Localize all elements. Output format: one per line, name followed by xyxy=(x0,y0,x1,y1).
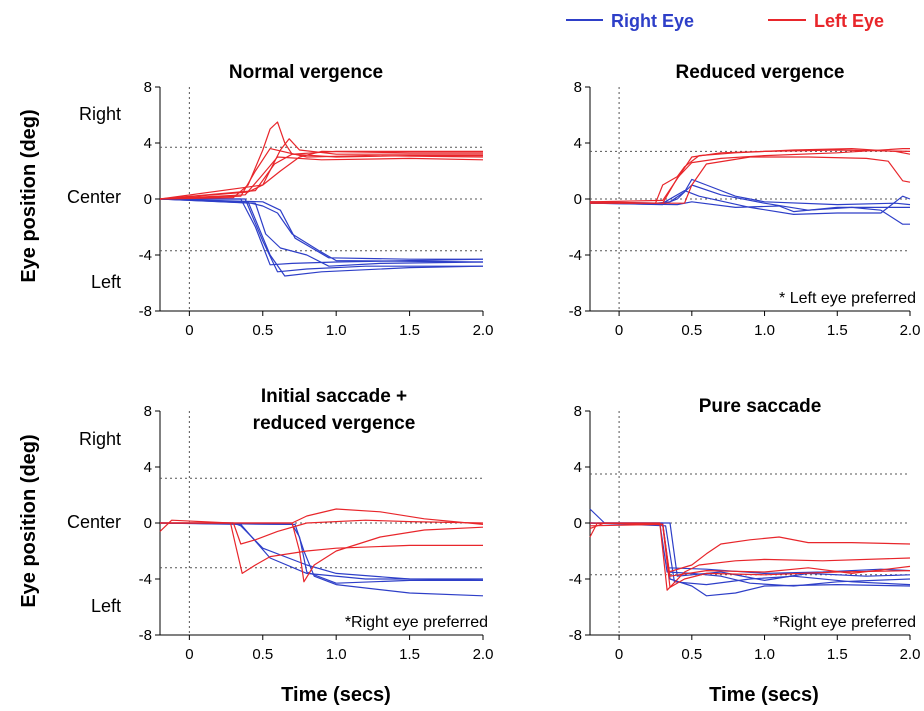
y-tick-label: 0 xyxy=(144,515,152,532)
left-eye-trace xyxy=(590,156,911,204)
x-tick-label: 2.0 xyxy=(900,322,921,339)
x-tick-label: 1.0 xyxy=(326,646,347,663)
y-tick-label: -8 xyxy=(569,627,582,644)
left-eye-trace xyxy=(160,522,484,583)
x-tick-label: 0.5 xyxy=(681,646,702,663)
right-eye-trace xyxy=(159,522,484,597)
right-eye-trace xyxy=(159,522,483,580)
x-tick-label: 0 xyxy=(615,322,623,339)
legend-right-eye-label: Right Eye xyxy=(611,11,694,31)
side-label-left-top: Left xyxy=(91,272,121,292)
panel-title-line: Initial saccade + xyxy=(261,386,407,407)
y-tick-label: -4 xyxy=(569,571,582,588)
y-tick-label: 8 xyxy=(574,79,582,96)
x-tick-label: 2.0 xyxy=(900,646,921,663)
left-eye-trace xyxy=(589,522,911,591)
x-tick-label: 0 xyxy=(185,322,193,339)
x-tick-label: 1.5 xyxy=(827,646,848,663)
panel-4: 8 4 0 -4 -8 0 0.5 1.0 1.5 2.0 xyxy=(569,403,921,663)
y-axis-title-top: Eye position (deg) xyxy=(18,109,40,282)
x-tick-label: 1.0 xyxy=(754,646,775,663)
left-eye-trace xyxy=(159,121,483,200)
y-tick-label: -8 xyxy=(139,627,152,644)
y-tick-label: 8 xyxy=(574,403,582,420)
panel-title-reduced-vergence: Reduced vergence xyxy=(676,62,845,83)
right-eye-trace xyxy=(589,201,910,213)
y-tick-label: 4 xyxy=(574,135,582,152)
left-eye-trace xyxy=(589,523,911,577)
right-eye-trace xyxy=(589,190,911,215)
annotation-left-eye-preferred: * Left eye preferred xyxy=(779,290,916,307)
x-tick-label: 0.5 xyxy=(252,646,273,663)
left-eye-trace xyxy=(160,519,484,545)
y-tick-label: 4 xyxy=(144,459,152,476)
left-eye-trace xyxy=(589,149,911,203)
y-tick-label: -8 xyxy=(569,303,582,320)
right-eye-trace xyxy=(160,198,483,273)
y-tick-label: 0 xyxy=(144,191,152,208)
right-eye-trace xyxy=(589,522,911,575)
x-tick-label: 0 xyxy=(185,646,193,663)
panel-title-line: reduced vergence xyxy=(253,413,416,434)
x-tick-label: 2.0 xyxy=(473,646,494,663)
side-label-center-bottom: Center xyxy=(67,512,121,532)
left-eye-trace xyxy=(159,138,483,200)
y-axis-title-bottom: Eye position (deg) xyxy=(18,434,40,607)
y-tick-label: 8 xyxy=(144,79,152,96)
x-tick-label: 0 xyxy=(615,646,623,663)
left-eye-trace xyxy=(159,150,483,200)
right-eye-trace xyxy=(159,198,484,267)
x-tick-label: 1.5 xyxy=(827,322,848,339)
side-label-right-bottom: Right xyxy=(79,429,121,449)
x-tick-label: 0.5 xyxy=(681,322,702,339)
y-tick-label: 8 xyxy=(144,403,152,420)
side-label-center-top: Center xyxy=(67,187,121,207)
right-eye-trace xyxy=(589,184,910,225)
left-eye-trace xyxy=(159,519,483,575)
right-eye-trace xyxy=(590,522,911,582)
left-eye-trace xyxy=(159,148,484,200)
x-tick-label: 1.0 xyxy=(754,322,775,339)
panel-2: 8 4 0 -4 -8 0 0.5 1.0 1.5 2.0 xyxy=(569,79,921,339)
right-eye-trace xyxy=(159,522,483,584)
side-label-right-top: Right xyxy=(79,104,121,124)
panel-title-initial-saccade: Initial saccade + reduced vergence xyxy=(253,386,416,434)
y-tick-label: 0 xyxy=(574,191,582,208)
y-tick-label: -4 xyxy=(139,247,152,264)
x-tick-label: 0.5 xyxy=(252,322,273,339)
panel-1: 8 4 0 -4 -8 0 0.5 1.0 1.5 2.0 xyxy=(139,79,494,339)
annotation-right-eye-preferred-4: *Right eye preferred xyxy=(773,614,916,631)
x-axis-title-left: Time (secs) xyxy=(281,684,391,706)
x-tick-label: 1.5 xyxy=(399,646,420,663)
right-eye-trace xyxy=(160,198,484,266)
y-tick-label: 4 xyxy=(574,459,582,476)
right-eye-trace xyxy=(159,198,484,263)
x-tick-label: 1.5 xyxy=(399,322,420,339)
x-axis-title-right: Time (secs) xyxy=(709,684,819,706)
left-eye-trace xyxy=(589,148,910,204)
right-eye-trace xyxy=(160,522,484,581)
y-tick-label: 4 xyxy=(144,135,152,152)
left-eye-trace xyxy=(160,508,484,525)
y-tick-label: -8 xyxy=(139,303,152,320)
left-eye-trace xyxy=(589,522,911,573)
right-eye-trace xyxy=(589,522,911,586)
x-tick-label: 2.0 xyxy=(473,322,494,339)
y-tick-label: -4 xyxy=(139,571,152,588)
legend-left-eye-label: Left Eye xyxy=(814,11,884,31)
right-eye-trace xyxy=(159,198,484,277)
x-tick-label: 1.0 xyxy=(326,322,347,339)
side-label-left-bottom: Left xyxy=(91,596,121,616)
annotation-right-eye-preferred-3: *Right eye preferred xyxy=(345,614,488,631)
legend: Right Eye Left Eye xyxy=(566,11,884,31)
panel-title-pure-saccade: Pure saccade xyxy=(699,396,822,417)
y-tick-label: 0 xyxy=(574,515,582,532)
panel-3: 8 4 0 -4 -8 0 0.5 1.0 1.5 2.0 xyxy=(139,403,494,663)
y-tick-label: -4 xyxy=(569,247,582,264)
plot-panels: 8 4 0 -4 -8 0 0.5 1.0 1.5 2.0 8 4 0 -4 -8 0 0.5 1.0 1.5 2.0… xyxy=(139,79,921,663)
panel-title-normal-vergence: Normal vergence xyxy=(229,62,383,83)
right-eye-trace xyxy=(159,198,483,260)
